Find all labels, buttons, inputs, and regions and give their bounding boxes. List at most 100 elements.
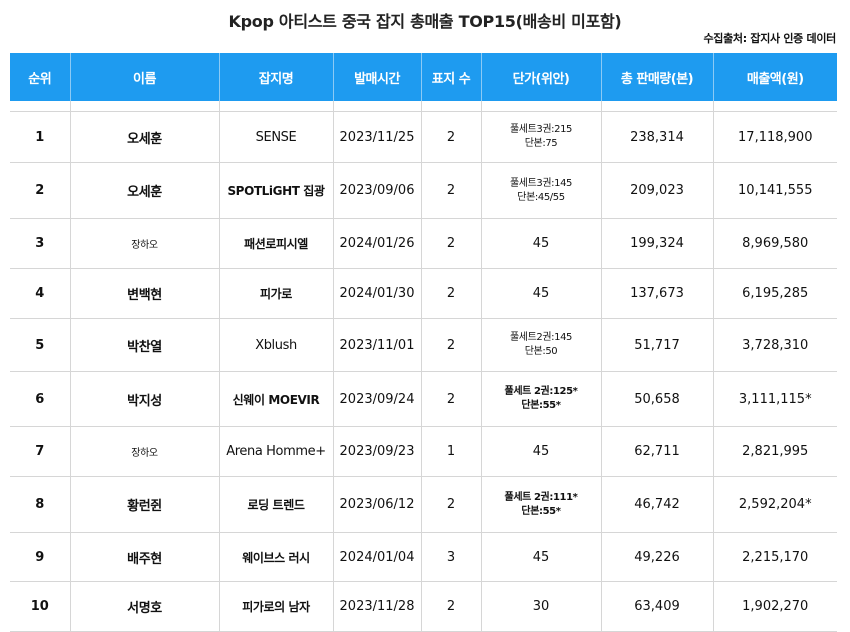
name-cell: 장하오 [70,218,220,269]
price-line: 풀세트3권:215 [509,124,573,135]
magazine-cell: Xblush [219,318,334,372]
revenue-cell: 10,141,555 [713,162,837,219]
price-line: 단본:55* [521,505,561,517]
rank-cell: 3 [10,218,71,269]
price-line: 풀세트 2권:111* [504,491,578,503]
rank-cell: 10 [10,581,71,632]
magazine-cell: 피가로 [219,268,334,319]
covers-cell: 2 [421,218,482,269]
header-covers: 표지 수 [421,53,482,101]
price-cell: 45 [481,426,602,477]
price-cell: 45 [481,218,602,269]
revenue-cell: 3,111,115* [713,371,837,427]
magazine-cell: Arena Homme+ [219,426,334,477]
revenue-cell: 6,195,285 [713,268,837,319]
table-row: 2 오세훈 SPOTLiGHT 집광 2023/09/06 2 풀세트3권:145 단본:4… [10,162,837,219]
sales-cell: 137,673 [601,268,714,319]
header-rank: 순위 [10,53,71,101]
price-line: 풀세트 2권:125* [504,386,578,397]
price-line: 풀세트2권:145 [509,332,573,343]
sales-cell: 199,324 [601,218,714,269]
covers-cell: 1 [421,426,482,477]
revenue-cell: 1,902,270 [713,581,837,632]
rank-cell: 6 [10,371,71,427]
name-cell: 오세훈 [70,111,220,163]
magazine-cell: 웨이브스 러시 [219,532,334,582]
covers-cell: 2 [421,371,482,427]
rank-cell: 5 [10,318,71,372]
rank-cell: 9 [10,532,71,582]
name-cell: 박지성 [70,371,220,427]
revenue-cell: 2,592,204* [713,476,837,533]
price-line: 단본:75 [524,138,558,149]
header-revenue: 매출액(원) [713,53,837,101]
header-sales: 총 판매량(본) [601,53,714,101]
rank-cell: 8 [10,476,71,533]
magazine-cell: 로딩 트렌드 [219,476,334,533]
rank-cell: 4 [10,268,71,319]
table-header-row: 순위 이름 잡지명 발매시간 표지 수 단가(위안) 총 판매량(본) 매출액(… [10,53,837,101]
header-magazine: 잡지명 [219,53,334,101]
covers-cell: 2 [421,162,482,219]
covers-cell: 2 [421,111,482,163]
price-cell: 45 [481,268,602,319]
sales-cell: 238,314 [601,111,714,163]
magazine-cell: SPOTLiGHT 집광 [219,162,334,219]
table-row: 7 장하오 Arena Homme+ 2023/09/23 1 45 62,711 2,821… [10,426,837,477]
name-cell: 오세훈 [70,162,220,219]
sales-cell: 209,023 [601,162,714,219]
price-line: 단본:55* [521,400,561,411]
magazine-cell: 신웨이 MOEVIR [219,371,334,427]
table-row: 5 박찬열 Xblush 2023/11/01 2 풀세트2권:145 단본:50 51,71… [10,318,837,372]
covers-cell: 3 [421,532,482,582]
sales-cell: 46,742 [601,476,714,533]
revenue-cell: 2,215,170 [713,532,837,582]
covers-cell: 2 [421,318,482,372]
sales-cell: 51,717 [601,318,714,372]
rank-cell: 2 [10,162,71,219]
table-row: 8 황런쥔 로딩 트렌드 2023/06/12 2 풀세트 2권:111* 단본:55* 46… [10,476,837,533]
date-cell: 2023/09/24 [333,371,422,427]
name-cell: 황런쥔 [70,476,220,533]
price-cell: 풀세트2권:145 단본:50 [481,318,602,372]
name-cell: 배주현 [70,532,220,582]
price-line: 단본:45/55 [517,191,565,203]
revenue-cell: 3,728,310 [713,318,837,372]
sales-table: 순위 이름 잡지명 발매시간 표지 수 단가(위안) 총 판매량(본) 매출액(… [10,53,837,632]
name-cell: 장하오 [70,426,220,477]
header-spacer-row [10,101,837,112]
revenue-cell: 2,821,995 [713,426,837,477]
sales-cell: 50,658 [601,371,714,427]
page-title: Kpop 아티스트 중국 잡지 총매출 TOP15(배송비 미포함) [228,12,622,31]
name-cell: 서명호 [70,581,220,632]
date-cell: 2023/06/12 [333,476,422,533]
date-cell: 2024/01/04 [333,532,422,582]
price-cell: 풀세트 2권:111* 단본:55* [481,476,602,533]
covers-cell: 2 [421,581,482,632]
price-cell: 30 [481,581,602,632]
header-name: 이름 [70,53,220,101]
table-row: 1 오세훈 SENSE 2023/11/25 2 풀세트3권:215 단본:75 238,31… [10,111,837,163]
date-cell: 2023/11/28 [333,581,422,632]
price-cell: 풀세트3권:215 단본:75 [481,111,602,163]
table-row: 9 배주현 웨이브스 러시 2024/01/04 3 45 49,226 2,215,170 [10,532,837,582]
price-line: 풀세트3권:145 [509,177,573,189]
name-cell: 박찬열 [70,318,220,372]
price-cell: 45 [481,532,602,582]
date-cell: 2023/09/06 [333,162,422,219]
header-price: 단가(위안) [481,53,602,101]
sales-cell: 62,711 [601,426,714,477]
covers-cell: 2 [421,476,482,533]
sales-cell: 49,226 [601,532,714,582]
date-cell: 2023/09/23 [333,426,422,477]
source-note: 수집출처: 잡지사 인증 데이터 [703,32,836,45]
sales-cell: 63,409 [601,581,714,632]
price-line: 단본:50 [524,346,558,357]
table-row: 4 변백현 피가로 2024/01/30 2 45 137,673 6,195,285 [10,268,837,319]
revenue-cell: 8,969,580 [713,218,837,269]
table-row: 3 장하오 패션로피시엘 2024/01/26 2 45 199,324 8,969,580 [10,218,837,269]
date-cell: 2023/11/25 [333,111,422,163]
table-row: 10 서명호 피가로의 남자 2023/11/28 2 30 63,409 1,902,270 [10,581,837,632]
table-row: 6 박지성 신웨이 MOEVIR 2023/09/24 2 풀세트 2권:125* 단본:5… [10,371,837,427]
magazine-cell: 패션로피시엘 [219,218,334,269]
